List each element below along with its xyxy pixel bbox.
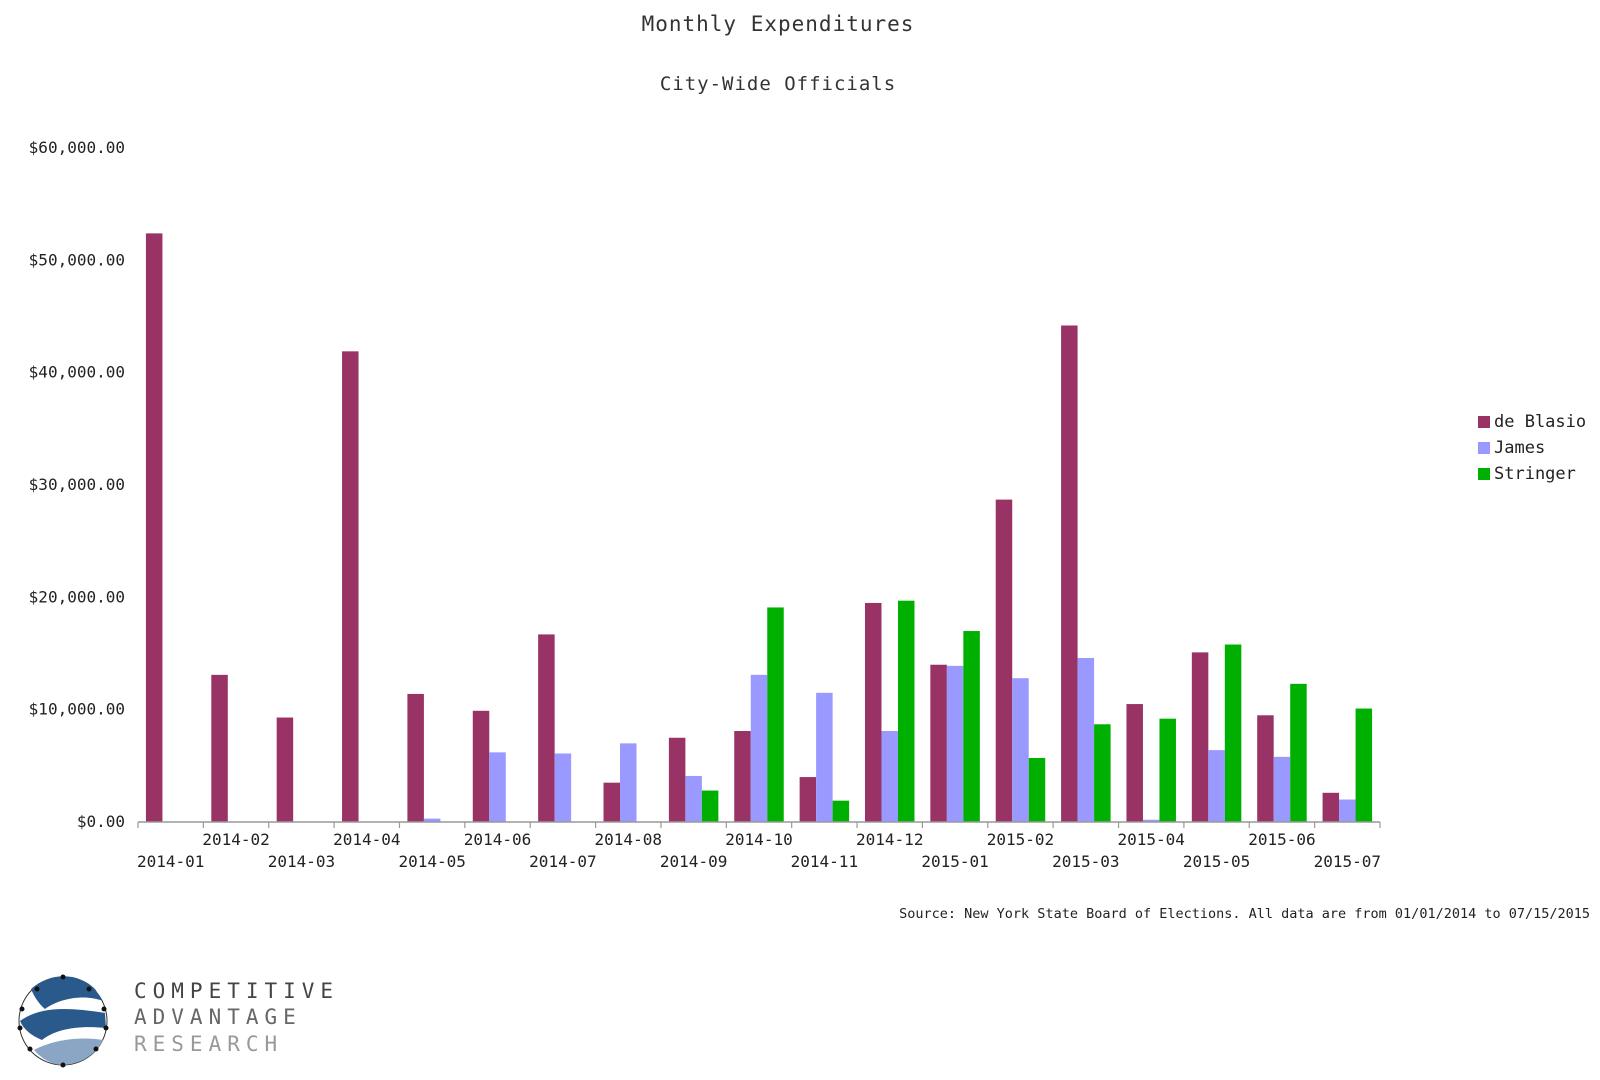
bar-de-blasio-2014-05: [407, 693, 424, 822]
bar-james-2014-08: [620, 743, 637, 822]
x-axis-ticks: 2014-01 2014-02 2014-03 2014-04 2014-05 2014-…: [137, 822, 1381, 871]
x-tick-label: 2014-05: [398, 852, 465, 871]
source-note: Source: New York State Board of Election…: [899, 906, 1590, 922]
legend-swatch: [1478, 442, 1490, 454]
logo-text-competitive: COMPETITIVE: [134, 979, 339, 1003]
bar-stringer-2015-05: [1224, 644, 1242, 822]
logo-text-research: RESEARCH: [134, 1032, 283, 1056]
x-tick-label: 2014-03: [268, 852, 335, 871]
x-tick-label: 2015-04: [1117, 830, 1184, 849]
y-axis-ticks: $0.00 $10,000.00 $20,000.00 $30,000.00 $40,0…: [29, 138, 125, 831]
x-tick-label: 2014-11: [791, 852, 858, 871]
x-tick-label: 2015-07: [1314, 852, 1381, 871]
bar-de-blasio-2014-01: [145, 233, 163, 822]
x-tick-label: 2014-12: [856, 830, 923, 849]
bar-james-2014-06: [489, 752, 506, 822]
x-tick-label: 2015-06: [1248, 830, 1315, 849]
bar-de-blasio-2014-11: [799, 777, 817, 822]
bar-de-blasio-2015-01: [930, 664, 947, 822]
bar-james-2015-04: [1142, 819, 1160, 822]
bar-de-blasio-2014-09: [668, 737, 686, 822]
y-tick-label: $20,000.00: [29, 587, 125, 606]
x-tick-label: 2014-04: [333, 830, 400, 849]
bar-de-blasio-2015-03: [1061, 325, 1078, 822]
x-tick-label: 2015-01: [921, 852, 988, 871]
bar-de-blasio-2014-08: [603, 782, 621, 822]
bar-james-2014-12: [881, 731, 898, 822]
logo-icon: [17, 974, 109, 1068]
bar-de-blasio-2015-05: [1191, 652, 1209, 822]
bar-james-2014-11: [816, 692, 833, 822]
x-tick-label: 2014-02: [202, 830, 269, 849]
bar-stringer-2015-06: [1290, 683, 1307, 822]
bar-stringer-2014-10: [767, 607, 784, 822]
legend-label: de Blasio: [1494, 412, 1586, 432]
legend: de Blasio James Stringer: [1478, 412, 1586, 484]
bar-james-2014-09: [685, 775, 702, 822]
bar-james-2015-05: [1208, 750, 1225, 822]
bar-stringer-2015-02: [1028, 757, 1046, 822]
bar-group: [145, 233, 1373, 822]
bar-stringer-2014-11: [832, 800, 850, 822]
bar-de-blasio-2014-07: [538, 634, 555, 822]
bar-james-2015-06: [1273, 756, 1291, 822]
bar-stringer-2015-04: [1159, 718, 1176, 822]
x-tick-label: 2014-01: [137, 852, 204, 871]
bar-de-blasio-2014-06: [472, 710, 490, 822]
x-tick-label: 2014-09: [660, 852, 727, 871]
bar-james-2015-02: [1012, 678, 1029, 822]
legend-swatch: [1478, 468, 1490, 480]
y-tick-label: $0.00: [77, 812, 125, 831]
x-tick-label: 2014-08: [595, 830, 662, 849]
bar-james-2015-01: [946, 665, 964, 822]
chart-title: Monthly Expenditures: [642, 12, 915, 36]
bar-de-blasio-2014-02: [211, 674, 228, 822]
bar-de-blasio-2015-02: [995, 499, 1013, 822]
y-tick-label: $50,000.00: [29, 250, 125, 269]
bar-de-blasio-2014-03: [276, 717, 294, 822]
company-logo: COMPETITIVE ADVANTAGE RESEARCH: [17, 974, 339, 1068]
bar-james-2014-05: [423, 818, 441, 822]
bar-de-blasio-2014-10: [734, 731, 751, 822]
bar-de-blasio-2014-04: [342, 351, 359, 822]
chart-subtitle: City-Wide Officials: [660, 73, 896, 95]
y-tick-label: $40,000.00: [29, 363, 125, 382]
bar-de-blasio-2014-12: [864, 602, 882, 822]
bar-de-blasio-2015-04: [1126, 704, 1143, 822]
x-tick-label: 2015-02: [987, 830, 1054, 849]
bar-james-2014-07: [554, 753, 572, 822]
x-tick-label: 2014-06: [464, 830, 531, 849]
x-tick-label: 2015-05: [1183, 852, 1250, 871]
x-tick-label: 2014-10: [725, 830, 792, 849]
bar-de-blasio-2015-06: [1257, 715, 1274, 822]
legend-label: Stringer: [1494, 464, 1576, 484]
bar-stringer-2014-09: [701, 790, 719, 822]
bar-stringer-2015-07: [1355, 708, 1373, 822]
bar-de-blasio-2015-07: [1322, 792, 1340, 822]
bar-james-2014-10: [750, 674, 768, 822]
x-tick-label: 2015-03: [1052, 852, 1119, 871]
legend-swatch: [1478, 416, 1490, 428]
bar-james-2015-03: [1077, 657, 1095, 822]
x-tick-label: 2014-07: [529, 852, 596, 871]
y-tick-label: $60,000.00: [29, 138, 125, 157]
y-tick-label: $10,000.00: [29, 700, 125, 719]
logo-text-advantage: ADVANTAGE: [134, 1005, 302, 1029]
bar-stringer-2014-12: [897, 600, 915, 822]
y-tick-label: $30,000.00: [29, 475, 125, 494]
legend-label: James: [1494, 438, 1545, 458]
bar-james-2015-07: [1339, 799, 1356, 822]
bar-stringer-2015-01: [963, 631, 980, 822]
bar-stringer-2015-03: [1094, 724, 1111, 822]
